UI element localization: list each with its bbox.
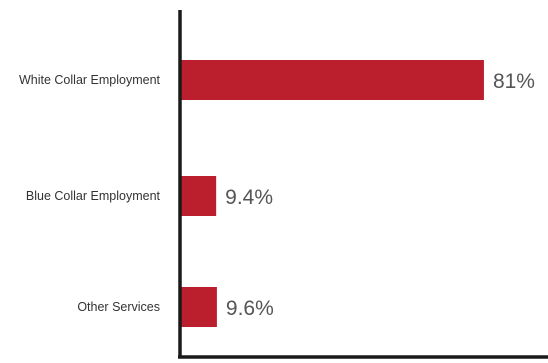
value-label-1: 9.4% bbox=[225, 186, 273, 209]
category-label-1: Blue Collar Employment bbox=[26, 189, 161, 203]
category-labels: White Collar Employment Blue Collar Emplo… bbox=[19, 73, 161, 314]
bar-0 bbox=[181, 60, 484, 100]
bars-group bbox=[181, 60, 484, 327]
value-labels: 81% 9.4% 9.6% bbox=[225, 70, 535, 320]
value-label-2: 9.6% bbox=[226, 297, 274, 320]
bar-1 bbox=[181, 176, 217, 216]
value-label-0: 81% bbox=[493, 70, 535, 93]
category-label-0: White Collar Employment bbox=[19, 73, 161, 87]
bar-2 bbox=[181, 287, 217, 327]
category-label-2: Other Services bbox=[77, 300, 160, 314]
